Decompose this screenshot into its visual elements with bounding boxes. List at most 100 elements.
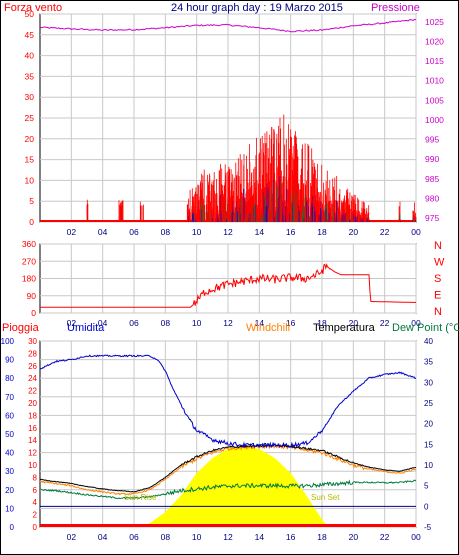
pressure-series-line bbox=[39, 18, 417, 33]
direction-x-tick-label: 02 bbox=[67, 318, 77, 328]
temperature-y-tick-label: 20 bbox=[424, 420, 433, 429]
legend-dewpoint: Dew Point (°C bbox=[392, 322, 459, 334]
compass-label: N bbox=[434, 306, 442, 318]
direction-x-tick-label: 14 bbox=[255, 318, 265, 328]
humidity-y-tick-label: 10 bbox=[5, 504, 14, 513]
sunrise-label: Sun Rise bbox=[124, 493, 157, 502]
wind-y-tick-label: 25 bbox=[25, 113, 35, 123]
temperature-y-tick-label: 30 bbox=[424, 378, 433, 387]
legend-rain: Pioggia bbox=[2, 322, 40, 334]
rain-y-tick-label: 12 bbox=[28, 449, 37, 458]
rain-humidity-temperature-panel: 0102030405060708090100024681012141618202… bbox=[1, 337, 434, 542]
legend-windchill: Windchill bbox=[246, 322, 290, 334]
temperature-x-tick-label: 12 bbox=[223, 532, 233, 542]
wind-pressure-panel: 0510152025303540455097598098599099510001… bbox=[25, 9, 445, 237]
direction-y-tick-label: 90 bbox=[27, 291, 37, 301]
legend-temperature: Temperatura bbox=[313, 322, 376, 334]
humidity-y-tick-label: 70 bbox=[5, 393, 14, 402]
direction-y-tick-label: 180 bbox=[22, 274, 36, 284]
wind-y-tick-label: 45 bbox=[25, 30, 35, 40]
direction-x-tick-label: 08 bbox=[161, 318, 171, 328]
direction-x-tick-label: 04 bbox=[98, 318, 108, 328]
wind-y-tick-label: 0 bbox=[29, 217, 34, 227]
rain-y-tick-label: 4 bbox=[33, 498, 38, 507]
dewpoint-series-line bbox=[39, 479, 417, 500]
pressure-y-tick-label: 1025 bbox=[425, 17, 444, 27]
wind-y-tick-label: 40 bbox=[25, 51, 35, 61]
rain-y-tick-label: 6 bbox=[33, 486, 38, 495]
compass-label: E bbox=[434, 290, 441, 302]
temperature-series-line bbox=[39, 443, 417, 493]
compass-label: W bbox=[434, 257, 445, 269]
pressure-y-tick-label: 975 bbox=[425, 213, 439, 223]
pressure-y-tick-label: 995 bbox=[425, 135, 439, 145]
rain-y-tick-label: 26 bbox=[28, 362, 37, 371]
pressure-y-tick-label: 1000 bbox=[425, 115, 444, 125]
direction-x-tick-label: 12 bbox=[223, 318, 233, 328]
right-axis-label-pressure: Pressione bbox=[371, 2, 420, 14]
temperature-x-tick-label: 04 bbox=[98, 532, 108, 542]
wind-x-tick-label: 20 bbox=[349, 227, 359, 237]
direction-y-tick-label: 270 bbox=[22, 256, 36, 266]
pressure-y-tick-label: 1015 bbox=[425, 56, 444, 66]
wind-x-tick-label: 04 bbox=[98, 227, 108, 237]
humidity-y-tick-label: 30 bbox=[5, 467, 14, 476]
wind-x-tick-label: 14 bbox=[255, 227, 265, 237]
direction-x-tick-label: 18 bbox=[317, 318, 327, 328]
pressure-y-tick-label: 1020 bbox=[425, 36, 444, 46]
direction-x-tick-label: 00 bbox=[411, 318, 421, 328]
temperature-y-tick-label: -5 bbox=[424, 523, 432, 532]
wind-y-tick-label: 15 bbox=[25, 155, 35, 165]
temperature-x-tick-label: 22 bbox=[380, 532, 390, 542]
pressure-y-tick-label: 980 bbox=[425, 193, 439, 203]
temperature-y-tick-label: 35 bbox=[424, 358, 433, 367]
temperature-y-tick-label: 10 bbox=[424, 461, 433, 470]
rain-y-tick-label: 14 bbox=[28, 436, 37, 445]
humidity-y-tick-label: 80 bbox=[5, 374, 14, 383]
direction-x-tick-label: 10 bbox=[192, 318, 202, 328]
temperature-x-tick-label: 00 bbox=[411, 532, 421, 542]
wind-y-tick-label: 5 bbox=[29, 196, 34, 206]
windchill-series-line bbox=[39, 442, 417, 496]
rain-y-tick-label: 20 bbox=[28, 399, 37, 408]
temperature-y-tick-label: 15 bbox=[424, 440, 433, 449]
wind-x-tick-label: 12 bbox=[223, 227, 233, 237]
humidity-y-tick-label: 0 bbox=[10, 523, 15, 532]
temperature-x-tick-label: 18 bbox=[317, 532, 327, 542]
wind-y-tick-label: 10 bbox=[25, 175, 35, 185]
sunset-label: Sun Set bbox=[311, 493, 340, 502]
direction-y-tick-label: 360 bbox=[22, 239, 36, 249]
temperature-x-tick-label: 08 bbox=[161, 532, 171, 542]
humidity-y-tick-label: 50 bbox=[5, 430, 14, 439]
humidity-y-tick-label: 20 bbox=[5, 486, 14, 495]
wind-y-tick-label: 30 bbox=[25, 92, 35, 102]
direction-x-tick-label: 06 bbox=[129, 318, 139, 328]
left-axis-label-wind: Forza vento bbox=[4, 2, 62, 14]
wind-x-tick-label: 10 bbox=[192, 227, 202, 237]
chart-title: 24 hour graph day : 19 Marzo 2015 bbox=[171, 2, 343, 14]
pressure-y-tick-label: 990 bbox=[425, 154, 439, 164]
wind-y-tick-label: 35 bbox=[25, 71, 35, 81]
temperature-x-tick-label: 16 bbox=[286, 532, 296, 542]
direction-x-tick-label: 20 bbox=[349, 318, 359, 328]
rain-y-tick-label: 24 bbox=[28, 374, 37, 383]
rain-y-tick-label: 16 bbox=[28, 424, 37, 433]
wind-x-tick-label: 00 bbox=[411, 227, 421, 237]
temperature-x-tick-label: 06 bbox=[129, 532, 139, 542]
direction-x-tick-label: 16 bbox=[286, 318, 296, 328]
rain-y-tick-label: 10 bbox=[28, 461, 37, 470]
humidity-y-tick-label: 90 bbox=[5, 356, 14, 365]
temperature-y-tick-label: 25 bbox=[424, 399, 433, 408]
temperature-y-tick-label: 5 bbox=[424, 482, 429, 491]
pressure-y-tick-label: 985 bbox=[425, 174, 439, 184]
temperature-x-tick-label: 14 bbox=[255, 532, 265, 542]
wind-y-tick-label: 50 bbox=[25, 9, 35, 19]
wind-x-tick-label: 18 bbox=[317, 227, 327, 237]
humidity-y-tick-label: 60 bbox=[5, 411, 14, 420]
temperature-x-tick-label: 10 bbox=[192, 532, 202, 542]
compass-label: S bbox=[434, 273, 441, 285]
wind-direction-series-line bbox=[40, 263, 417, 308]
compass-label: N bbox=[434, 240, 442, 252]
